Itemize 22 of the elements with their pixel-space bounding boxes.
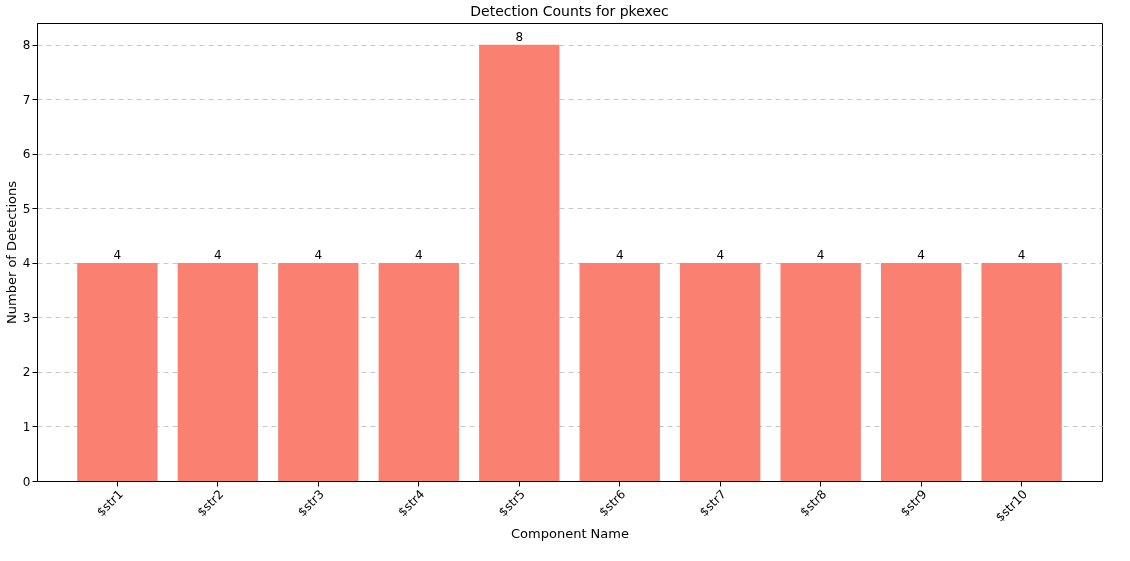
- y-tick-label: 4: [22, 256, 31, 271]
- y-tick-label: 6: [22, 147, 31, 162]
- data-label: 4: [917, 247, 925, 262]
- data-label: 4: [314, 247, 323, 262]
- data-label: 4: [113, 247, 122, 262]
- y-tick-label: 7: [22, 92, 31, 107]
- data-label: 4: [1017, 247, 1026, 262]
- y-tick-label: 8: [22, 38, 31, 53]
- y-tick-label: 1: [22, 419, 31, 434]
- y-tick-label: 3: [22, 310, 31, 325]
- y-tick-label: 0: [22, 474, 31, 489]
- y-axis-title: Number of Detections: [3, 180, 19, 324]
- data-label: 8: [515, 29, 524, 44]
- data-label: 4: [816, 247, 825, 262]
- data-label: 4: [214, 247, 222, 262]
- data-label: 4: [615, 247, 624, 262]
- x-axis-title: Component Name: [511, 525, 629, 541]
- y-tick-label: 2: [22, 365, 31, 380]
- y-tick-label: 5: [22, 201, 31, 216]
- chart-title: Detection Counts for pkexec: [470, 3, 669, 19]
- data-label: 4: [716, 247, 725, 262]
- data-label: 4: [414, 247, 423, 262]
